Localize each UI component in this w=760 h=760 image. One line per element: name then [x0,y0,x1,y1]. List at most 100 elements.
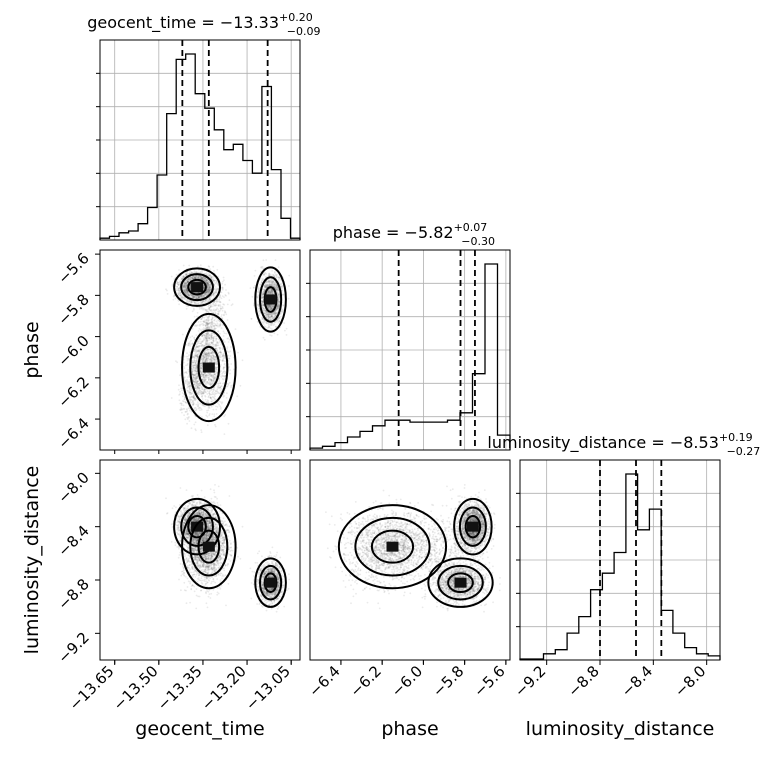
sample-point [216,386,219,389]
panel-geocent_time-phase [99,249,301,451]
sample-point [185,305,188,307]
sample-point [211,382,214,385]
sample-point [198,296,200,298]
sample-point [212,390,215,393]
sample-point [214,343,217,346]
sample-point [188,294,191,296]
sample-point [237,351,239,354]
sample-point [212,408,215,411]
sample-point [271,279,274,281]
sample-point [211,375,213,378]
sample-point [212,340,215,343]
sample-point [203,277,206,280]
sample-point [241,359,244,362]
sample-point [188,300,190,302]
sample-point [208,285,211,287]
sample-point [202,285,205,287]
sample-point [200,295,203,298]
sample-point [185,283,188,286]
sample-point [178,269,180,271]
sample-point [218,380,221,382]
sample-point [206,390,209,392]
sample-point [199,271,202,274]
sample-point [189,286,192,288]
sample-point [207,292,209,294]
sample-point [221,378,224,380]
sample-point [194,421,197,424]
sample-point [229,346,232,348]
sample-point [257,305,260,308]
sample-point [224,414,227,416]
sample-point [226,347,229,350]
sample-point [203,278,206,281]
sample-point [208,281,211,283]
sample-point [279,315,282,318]
sample-point [265,281,268,284]
sample-point [261,291,264,293]
sample-point [185,287,188,290]
sample-point [188,264,191,267]
sample-point [282,304,285,307]
sample-point [251,295,254,298]
sample-point [268,272,271,275]
sample-point [206,424,209,427]
sample-point [207,281,209,284]
sample-point [227,422,230,425]
sample-point [185,355,188,358]
sample-point [176,285,179,288]
sample-point [206,282,209,285]
sample-point [272,292,275,295]
sample-point [203,389,206,391]
sample-point [220,343,223,346]
sample-point [197,275,200,277]
sample-point [177,283,180,286]
sample-point [206,284,209,287]
sample-point [274,272,276,274]
sample-point [183,289,185,292]
sample-point [189,271,191,273]
sample-point [221,382,224,385]
sample-point [227,337,230,340]
sample-point [229,372,231,375]
sample-point [225,385,228,388]
sample-point [209,382,212,385]
sample-point [228,357,231,360]
sample-point [197,303,200,305]
sample-point [209,288,212,291]
sample-point [219,408,222,410]
sample-point [208,273,211,276]
sample-point [192,296,195,298]
sample-point [186,291,189,294]
sample-point [222,348,225,351]
sample-point [273,323,276,326]
sample-point [174,297,177,300]
sample-point [258,314,261,317]
sample-point [224,372,226,375]
sample-point [188,272,191,275]
sample-point [193,277,196,279]
sample-point [184,281,186,284]
sample-point [214,356,217,359]
sample-point [262,259,265,262]
sample-point [282,293,285,296]
sample-point [218,384,220,387]
sample-point [265,272,267,275]
sample-point [210,295,213,297]
sample-point [217,391,219,394]
sample-point [184,291,186,294]
sample-point [170,275,173,278]
sample-point [195,357,198,360]
sample-point [191,335,194,338]
sample-point [275,320,278,323]
sample-point [215,339,217,342]
sample-point [222,367,225,370]
sample-point [222,358,225,360]
sample-point [200,429,203,431]
sample-point [270,334,273,337]
sample-point [207,284,210,287]
sample-point [187,344,190,347]
sample-point [215,408,218,411]
sample-point [195,270,198,273]
sample-point [274,259,277,261]
sample-point [192,294,195,297]
